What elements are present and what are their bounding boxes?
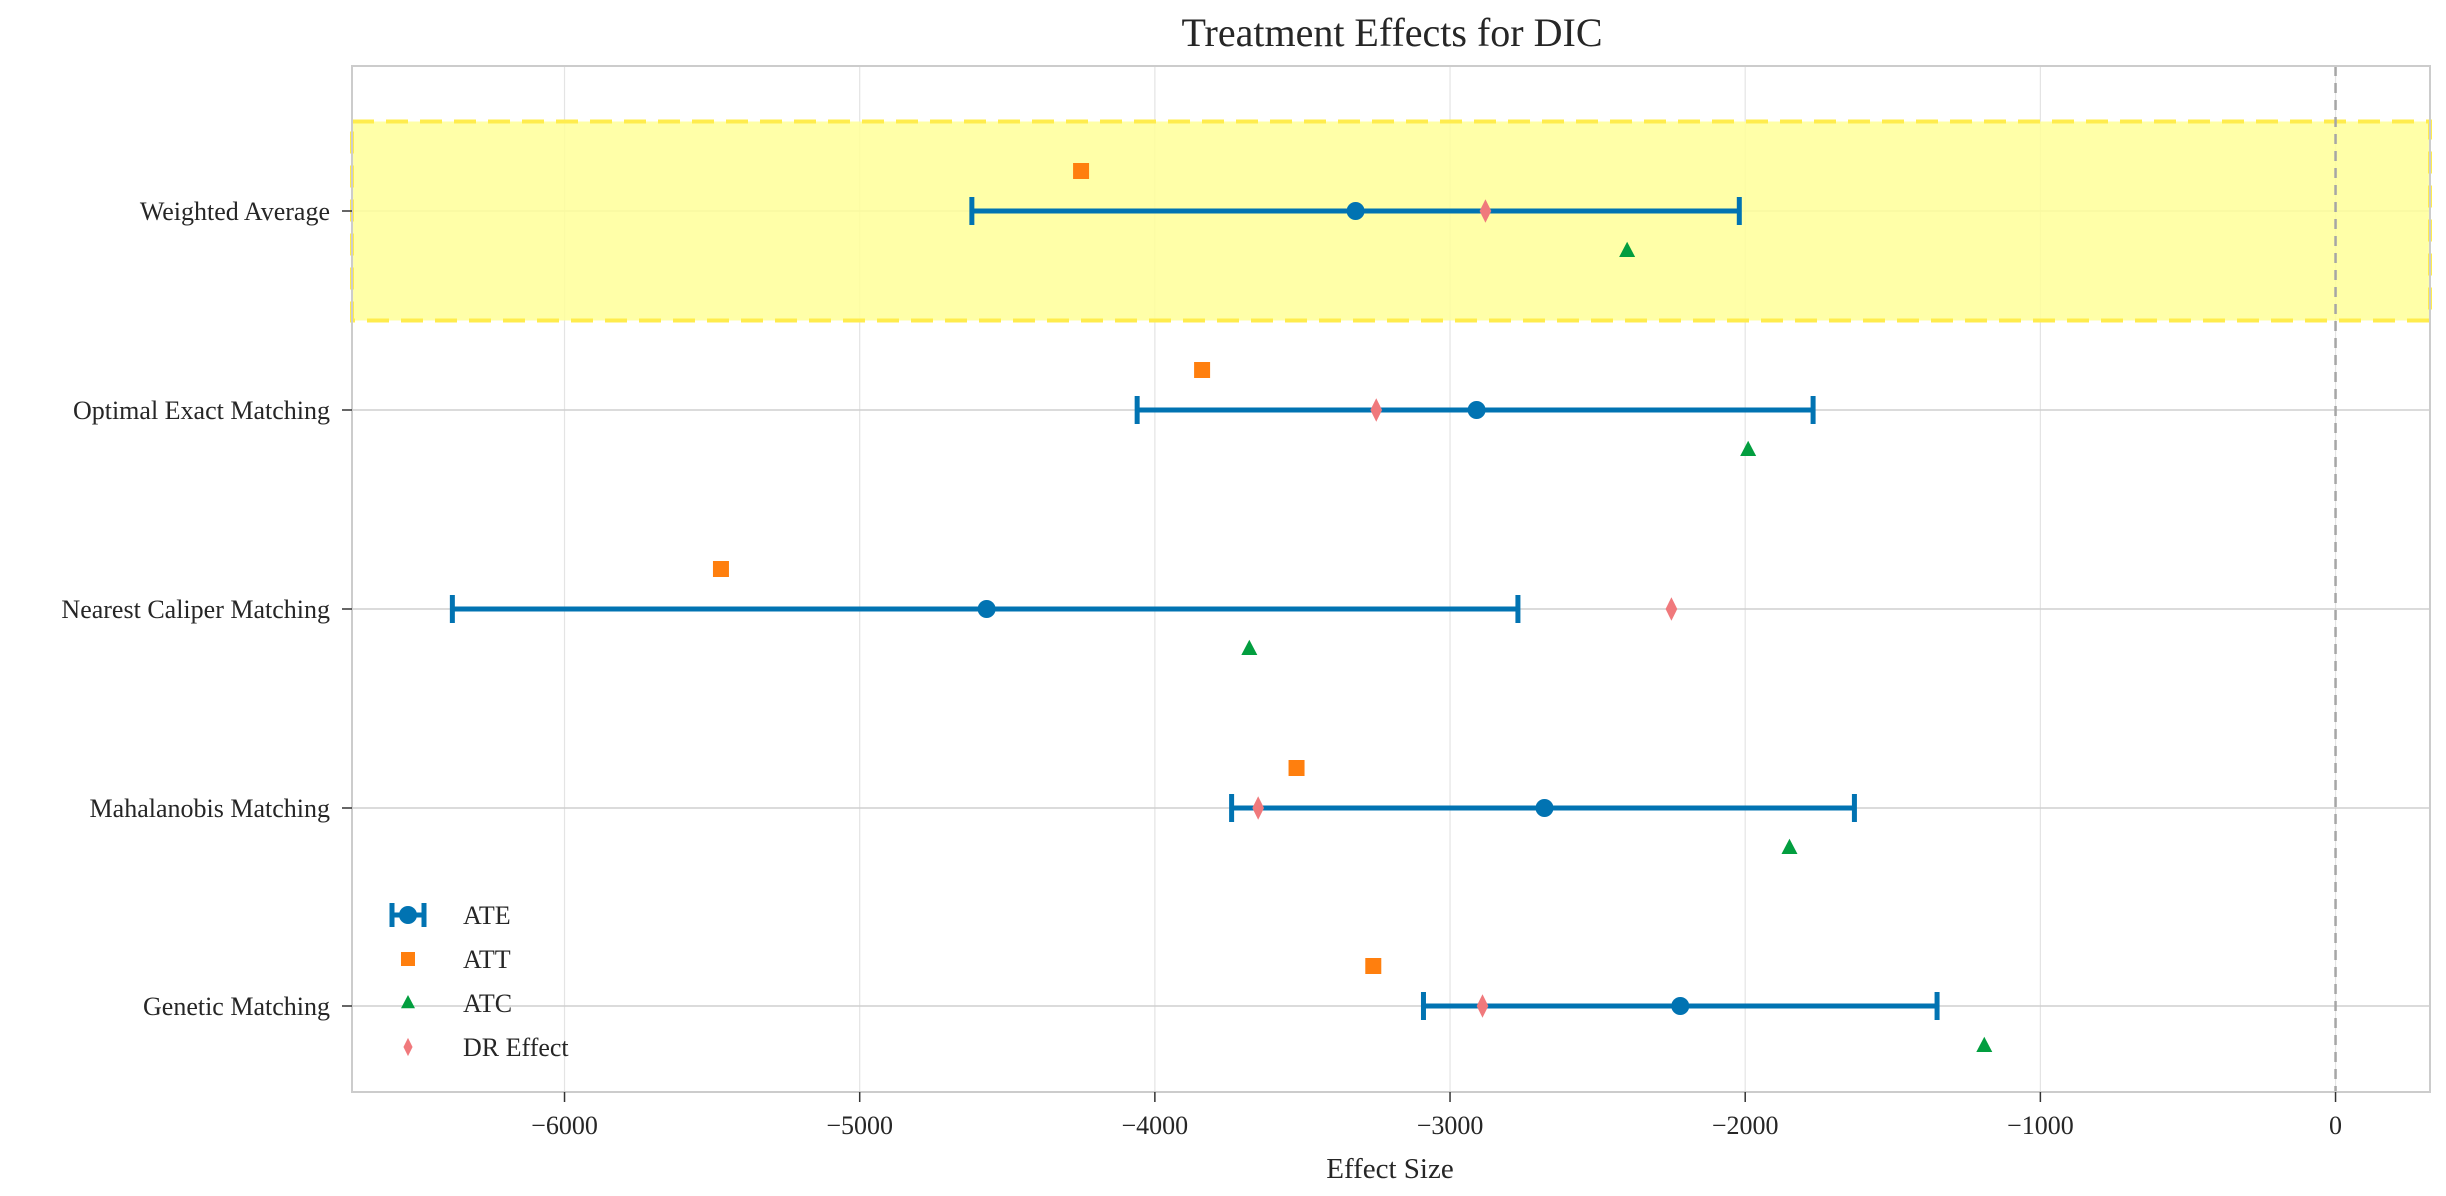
atc-point xyxy=(1619,241,1636,257)
att-point xyxy=(712,561,729,577)
y-tick-label: Weighted Average xyxy=(140,197,330,226)
atc-point xyxy=(1781,838,1798,854)
y-tick-label: Mahalanobis Matching xyxy=(90,794,330,823)
atc-point xyxy=(1976,1036,1993,1052)
att-point xyxy=(1073,163,1090,179)
ate-point xyxy=(1671,997,1690,1015)
x-tick-label: −2000 xyxy=(1712,1111,1779,1140)
y-tick-label: Optimal Exact Matching xyxy=(73,396,330,425)
ate-point xyxy=(1346,202,1365,220)
atc-point xyxy=(1241,639,1258,655)
dr-effect-point xyxy=(1252,796,1265,820)
ate-point xyxy=(977,600,996,618)
highlight-band xyxy=(350,119,2432,323)
x-tick-label: −1000 xyxy=(2007,1111,2074,1140)
x-tick-label: −5000 xyxy=(826,1111,893,1140)
x-tick-label: −4000 xyxy=(1122,1111,1189,1140)
legend-label-atc: ATC xyxy=(463,989,512,1018)
x-tick-label: 0 xyxy=(2329,1111,2342,1140)
dr-effect-point xyxy=(1479,199,1492,223)
legend-label-att: ATT xyxy=(463,945,511,974)
highlight-band-rect xyxy=(350,119,2432,323)
dr-effect-point xyxy=(1665,597,1678,621)
ate-point xyxy=(1467,401,1486,419)
plot-border xyxy=(351,65,2431,1093)
legend-marker-ate xyxy=(399,906,417,924)
atc-point xyxy=(1740,440,1757,456)
att-point xyxy=(1288,760,1305,776)
y-tick-label: Nearest Caliper Matching xyxy=(61,595,330,624)
x-tick-label: −3000 xyxy=(1417,1111,1484,1140)
legend: ATE ATT ATC DR Effect xyxy=(389,901,569,1062)
x-axis-label: Effect Size xyxy=(1326,1153,1453,1185)
dr-effect-point xyxy=(1476,994,1489,1018)
plot-frame xyxy=(351,65,2431,1093)
legend-label-ate: ATE xyxy=(463,901,511,930)
legend-marker-atc xyxy=(401,994,415,1009)
y-axis-ticks: Weighted Average Optimal Exact Matching Ne… xyxy=(61,197,352,1021)
att-point xyxy=(1194,362,1211,378)
chart-title: Treatment Effects for DIC xyxy=(1181,10,1602,55)
legend-label-dr-effect: DR Effect xyxy=(463,1033,569,1062)
x-axis-ticks: −6000 −5000 −4000 −3000 −2000 −1000 0 xyxy=(531,1092,2342,1140)
legend-marker-dr-effect xyxy=(403,1037,413,1057)
y-tick-label: Genetic Matching xyxy=(143,992,330,1021)
ate-point xyxy=(1535,799,1554,817)
att-point xyxy=(1365,958,1382,974)
dr-effect-point xyxy=(1370,398,1383,422)
legend-marker-att xyxy=(401,952,415,966)
x-tick-label: −6000 xyxy=(531,1111,598,1140)
data-marks xyxy=(449,163,1993,1052)
